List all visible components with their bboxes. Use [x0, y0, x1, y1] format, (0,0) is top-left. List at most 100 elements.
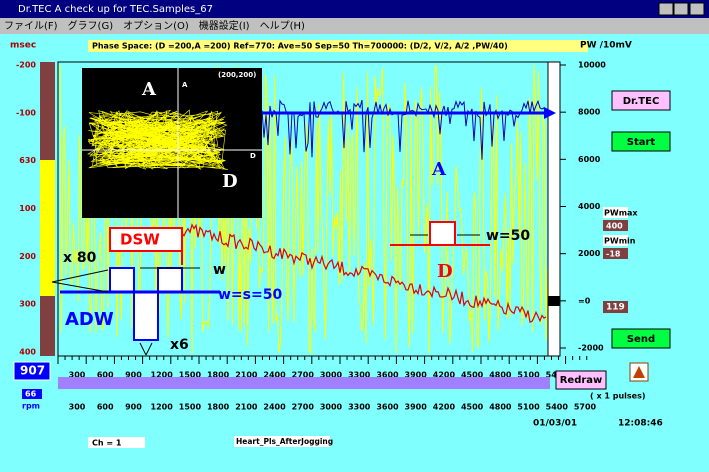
- label-w50: w=50: [486, 228, 530, 244]
- right-tick-label: 2000: [578, 249, 601, 258]
- time: 12:08:46: [618, 419, 663, 429]
- adw-box: [157, 267, 183, 293]
- channel-box: [88, 437, 145, 448]
- inset-big-a: A: [141, 79, 157, 100]
- left-tick-label: -200: [16, 61, 36, 70]
- x-tick-label: 3900: [405, 403, 428, 412]
- adw-box: [133, 291, 159, 341]
- inset-big-d: D: [222, 171, 238, 192]
- label-dsw: DSW: [120, 231, 160, 249]
- redraw-button[interactable]: Redraw: [555, 370, 607, 390]
- icon-shape: [633, 366, 645, 378]
- inset-coords: (200,200): [218, 71, 256, 79]
- file: Heart_Pls_AfterJogging: [236, 437, 333, 446]
- menu-item[interactable]: ヘルプ(H): [260, 20, 305, 32]
- dr-tec-button[interactable]: Dr.TEC: [611, 90, 671, 111]
- send-button[interactable]: Send: [611, 328, 671, 349]
- button[interactable]: [611, 131, 671, 152]
- x-tick-label: 5400: [546, 403, 569, 412]
- x-tick-label: 2700: [292, 403, 315, 412]
- left-tick-label: 400: [19, 348, 36, 357]
- x-tick-label: 300: [69, 403, 86, 412]
- inset-d: D: [250, 152, 256, 160]
- pointer: [51, 269, 109, 283]
- x-tick-label: 1200: [151, 403, 174, 412]
- start-button[interactable]: Start: [611, 131, 671, 152]
- x-tick-label: 300: [69, 371, 86, 380]
- x-tick-label: 2100: [235, 403, 258, 412]
- x-tick-label: 3300: [348, 403, 371, 412]
- menu-item[interactable]: オプション(O): [123, 20, 189, 32]
- arrow-head: [544, 107, 556, 119]
- menu-bar: [0, 18, 709, 34]
- menu-item[interactable]: ファイル(F): [4, 21, 58, 32]
- pw-bar: [547, 61, 561, 357]
- label-a: A: [431, 159, 447, 180]
- header: Phase Space: (D =200,A =200) Ref=770: Av…: [92, 42, 508, 51]
- pwmax-box: [603, 220, 628, 231]
- button-label: Redraw: [560, 375, 603, 386]
- label-d: D: [437, 261, 453, 282]
- menu-item[interactable]: グラフ(G): [68, 19, 114, 32]
- scroll-bar[interactable]: [58, 377, 550, 389]
- rpm-value: 66: [25, 390, 37, 399]
- x-tick-label: 5100: [517, 371, 540, 380]
- rpm-label: rpm: [22, 402, 40, 411]
- x-tick-label: 5700: [574, 403, 597, 412]
- x-tick-label: 2700: [292, 371, 315, 380]
- header-box: [88, 40, 588, 52]
- x-tick-label: 4200: [433, 371, 456, 380]
- right-tick-label: 10000: [578, 61, 606, 70]
- pwmin-box: [603, 248, 628, 259]
- button[interactable]: [611, 328, 671, 349]
- inset-a: A: [182, 81, 188, 89]
- x-tick-label: 4800: [489, 403, 512, 412]
- label-wsw: w=s=50: [218, 287, 282, 303]
- minimize[interactable]: [658, 2, 674, 16]
- annotations: A DSW x 80 w w=s=50 ADW x6 w=50 D: [51, 107, 556, 356]
- left-tick-label: 100: [19, 204, 36, 213]
- x-tick-label: 600: [97, 371, 114, 380]
- x-tick-label: 600: [97, 403, 114, 412]
- x-tick-label: 900: [125, 403, 142, 412]
- button-label: Start: [627, 137, 656, 148]
- left-tick-label: 630: [19, 156, 36, 165]
- right-tick-label: 6000: [578, 155, 601, 164]
- window-controls[interactable]: [658, 2, 705, 16]
- x-tick-label: 1200: [151, 371, 174, 380]
- menu-item[interactable]: 機器設定(I): [199, 19, 250, 32]
- window-title: Dr.TEC A check up for TEC.Samples_67: [18, 4, 213, 15]
- x-tick-label: 2100: [235, 371, 258, 380]
- phase-trace: [87, 109, 229, 170]
- left-tick-label: 300: [19, 300, 36, 309]
- pw-trace: [261, 99, 547, 160]
- x-tick-label: 3300: [348, 371, 371, 380]
- d-box: [429, 221, 456, 246]
- label-adw: ADW: [65, 309, 114, 330]
- button[interactable]: [555, 370, 607, 390]
- right-axis-label: PW /10mV: [580, 41, 632, 51]
- pwmin-label: PWmin: [604, 237, 636, 246]
- x-tick-label: 4800: [489, 371, 512, 380]
- label-x80: x 80: [63, 250, 97, 266]
- maximize[interactable]: [673, 2, 689, 16]
- close[interactable]: [689, 2, 705, 16]
- count-box: [13, 361, 51, 381]
- left-tick-label: 200: [19, 252, 36, 261]
- adw-box: [109, 267, 135, 293]
- x-tick-label: 4500: [461, 403, 484, 412]
- pwmax: 400: [606, 222, 623, 231]
- right-tick-label: =0: [578, 296, 591, 305]
- x-tick-label: 3600: [376, 371, 399, 380]
- rpm-box: [22, 389, 42, 399]
- x-tick-label: 2400: [263, 403, 286, 412]
- level-bar-range: [40, 160, 55, 296]
- x-tick-label: 3600: [376, 403, 399, 412]
- pointer: [145, 342, 153, 356]
- x-tick-label: 1800: [207, 403, 230, 412]
- x-tick-label: 1500: [179, 403, 202, 412]
- x-tick-label: 1500: [179, 371, 202, 380]
- x-tick-label: 5100: [517, 403, 540, 412]
- x-tick-label: 1800: [207, 371, 230, 380]
- button[interactable]: [611, 90, 671, 111]
